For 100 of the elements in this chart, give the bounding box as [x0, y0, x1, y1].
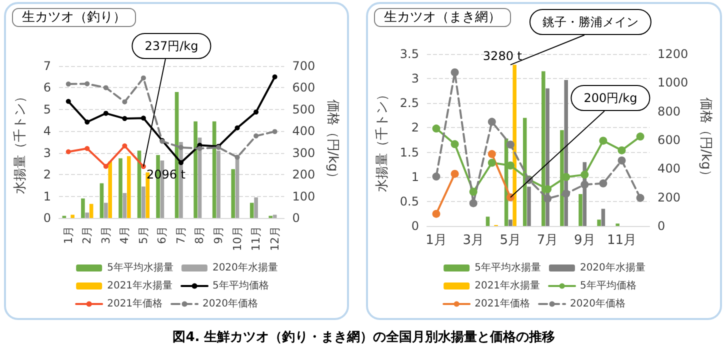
- x-tick-label: 12月: [268, 226, 282, 251]
- point: [66, 98, 71, 104]
- chart-title: 生カツオ（まき網）: [384, 10, 501, 25]
- bar: [194, 121, 198, 218]
- point: [618, 146, 626, 154]
- x-tick-label: 9月: [574, 233, 596, 248]
- bar: [122, 193, 127, 218]
- x-tick-label: 8月: [193, 226, 206, 244]
- x-tick-label: 1月: [426, 233, 447, 248]
- bar: [601, 208, 606, 226]
- y2-tick-label: 600: [658, 133, 680, 147]
- y2-tick-label: 1200: [658, 47, 688, 61]
- point: [450, 170, 459, 178]
- bar: [512, 64, 516, 226]
- point: [450, 68, 459, 76]
- x-tick-label: 11月: [250, 226, 263, 251]
- point: [178, 160, 184, 166]
- point: [599, 179, 608, 188]
- legend-label: 2021年価格: [474, 298, 530, 310]
- data-label: 237円/kg: [144, 39, 198, 53]
- annotation: 3280 t: [482, 48, 522, 63]
- x-tick-label: 3月: [462, 233, 484, 248]
- legend-label: 5年平均水揚量: [107, 262, 174, 274]
- bar: [597, 220, 601, 226]
- point: [636, 194, 644, 202]
- point: [432, 210, 440, 218]
- point: [66, 82, 71, 87]
- bar: [85, 212, 90, 218]
- data-label: 200円/kg: [584, 91, 638, 105]
- bar: [527, 186, 531, 226]
- bar: [108, 162, 112, 218]
- x-tick-label: 5月: [500, 233, 522, 248]
- point: [140, 75, 146, 80]
- y2-tick-label: 600: [292, 80, 316, 95]
- point: [469, 188, 478, 196]
- bar: [508, 220, 512, 226]
- point: [562, 190, 570, 198]
- point: [599, 136, 608, 145]
- y2-tick-label: 400: [292, 124, 316, 138]
- point: [272, 129, 278, 134]
- y2-tick-label: 200: [658, 190, 680, 204]
- y2-tick-label: 300: [292, 146, 316, 160]
- bar: [100, 183, 104, 218]
- y2-tick-label: 0: [292, 211, 300, 225]
- legend-label: 2020年水揚量: [212, 262, 278, 274]
- y-axis-title: 水揚量（千トン）: [375, 88, 390, 192]
- y2-tick-label: 500: [292, 102, 316, 116]
- y-tick-label: 2: [411, 120, 419, 135]
- point: [178, 144, 184, 150]
- y-axis-title: 水揚量（千トン）: [13, 90, 28, 194]
- legend-label: 5年平均価格: [580, 280, 636, 292]
- point: [544, 194, 552, 203]
- point: [66, 149, 71, 154]
- point: [488, 118, 496, 126]
- x-tick-label: 4月: [118, 226, 132, 244]
- y2-tick-label: 800: [658, 104, 680, 118]
- point: [84, 120, 90, 125]
- point: [636, 132, 644, 141]
- y-tick-label: 0: [43, 211, 51, 225]
- point: [580, 180, 589, 189]
- y2-tick-label: 700: [292, 59, 316, 73]
- x-tick-label: 9月: [212, 226, 226, 244]
- point: [506, 193, 514, 202]
- bar: [89, 204, 94, 218]
- bar: [216, 150, 220, 218]
- x-tick-label: 10月: [230, 226, 244, 251]
- bar: [81, 198, 85, 218]
- point: [432, 124, 440, 133]
- point: [103, 85, 108, 90]
- y-tick-label: 6: [43, 80, 51, 95]
- x-tick-label: 1月: [62, 226, 75, 244]
- y-tick-label: 7: [43, 59, 51, 73]
- legend-label: 2020年価格: [202, 298, 258, 310]
- bar: [142, 186, 146, 218]
- bar: [231, 169, 235, 218]
- bar: [564, 80, 568, 226]
- point: [122, 99, 128, 104]
- bar: [126, 156, 131, 218]
- legend-label: 2020年水揚量: [580, 262, 646, 274]
- point: [103, 164, 108, 169]
- bar: [272, 214, 277, 218]
- legend-label: 5年平均水揚量: [474, 262, 541, 274]
- point: [140, 116, 146, 121]
- point: [272, 74, 278, 80]
- y2-tick-label: 200: [292, 168, 316, 182]
- y2-tick-label: 400: [658, 162, 680, 176]
- bar: [578, 194, 582, 226]
- y-tick-label: 4: [43, 124, 51, 138]
- point: [506, 140, 514, 149]
- y-tick-label: 3: [411, 72, 419, 86]
- point: [254, 133, 259, 138]
- y2-tick-label: 1000: [658, 76, 688, 90]
- point: [432, 172, 440, 181]
- legend-label: 2021年価格: [107, 298, 163, 310]
- point: [469, 199, 478, 208]
- point: [84, 81, 90, 86]
- x-tick-label: 11月: [606, 233, 637, 248]
- caption: 図4. 生鮮カツオ（釣り・まき網）の全国月別水揚量と価格の推移: [172, 329, 556, 346]
- point: [122, 143, 128, 148]
- y-tick-label: 1: [43, 189, 51, 204]
